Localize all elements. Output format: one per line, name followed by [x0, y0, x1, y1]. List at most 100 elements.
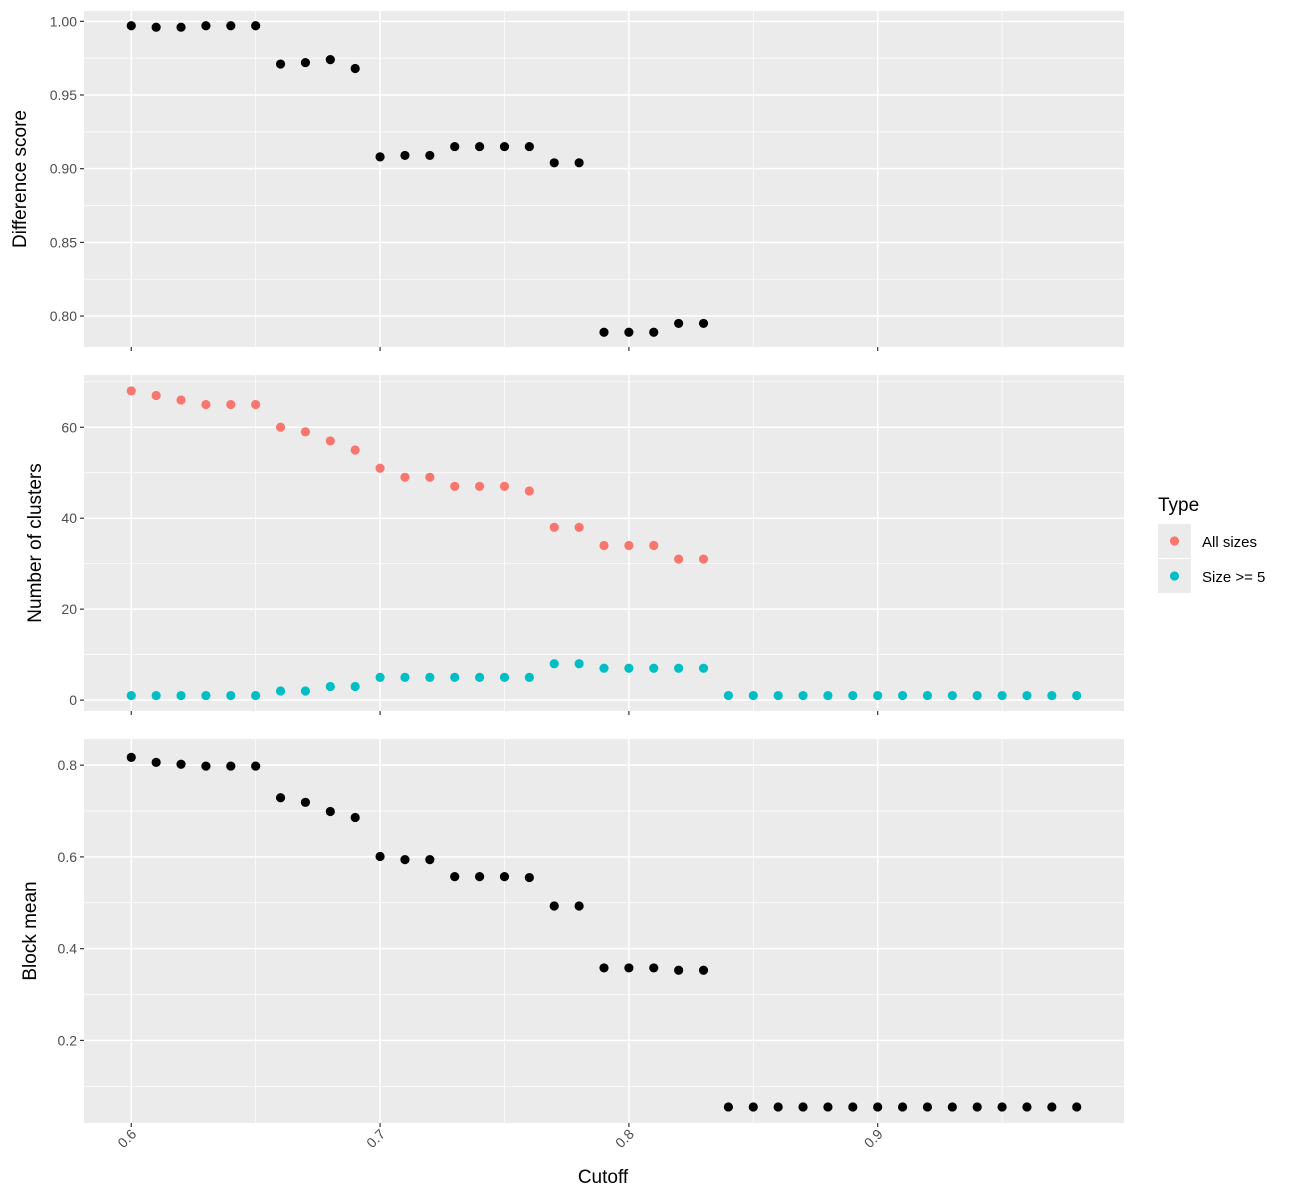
data-point [151, 757, 161, 767]
data-point [176, 690, 186, 701]
data-point [226, 399, 236, 410]
y-tick-label: 0.2 [58, 1032, 78, 1048]
x-axis-title: Cutoff [578, 1167, 629, 1188]
data-point [325, 681, 335, 692]
data-point [947, 690, 957, 701]
data-point [474, 141, 485, 152]
data-point [226, 761, 236, 771]
data-point [599, 540, 609, 551]
data-point [549, 901, 559, 911]
y-axis-title-block-mean: Block mean [20, 881, 41, 980]
data-point [897, 690, 908, 701]
data-point [848, 690, 858, 701]
data-point [474, 481, 485, 491]
data-point [698, 663, 709, 673]
data-point [873, 690, 883, 701]
series-number-of-clusters-all-sizes [126, 386, 709, 564]
data-point [599, 327, 609, 337]
data-point [151, 690, 161, 701]
data-point [151, 390, 161, 401]
data-point [375, 152, 385, 162]
data-point [823, 1102, 833, 1112]
data-point [450, 141, 460, 152]
data-point [698, 554, 709, 564]
series-block-mean [126, 752, 1082, 1112]
data-point [325, 55, 335, 65]
data-point [524, 486, 534, 496]
data-point [798, 690, 808, 701]
data-point [375, 463, 385, 473]
panel-difference-score: 0.80 0.85 0.90 0.95 1.00 Difference score [10, 11, 1124, 351]
data-point [375, 851, 385, 862]
data-point [400, 150, 410, 161]
data-point [823, 690, 833, 701]
data-point [251, 690, 261, 701]
data-point [126, 690, 136, 701]
y-tick-label: 0.6 [58, 849, 78, 865]
data-point [126, 386, 136, 396]
data-point [400, 855, 410, 865]
data-point [997, 1102, 1007, 1112]
x-tick-label: 0.9 [861, 1126, 886, 1151]
data-point [574, 659, 584, 669]
data-point [698, 965, 709, 975]
data-point [1072, 690, 1082, 701]
data-point [1047, 690, 1057, 701]
data-point [574, 158, 584, 168]
data-point [698, 318, 709, 329]
legend-title: Type [1158, 495, 1199, 516]
data-point [873, 1102, 883, 1112]
data-point [972, 1102, 982, 1112]
data-point [947, 1102, 957, 1112]
data-point [649, 663, 659, 673]
data-point [251, 21, 261, 31]
panel-background-block-mean [84, 739, 1124, 1123]
data-point [300, 797, 311, 807]
data-point [649, 540, 659, 551]
data-point [922, 1102, 933, 1112]
y-tick-label: 40 [61, 510, 77, 526]
legend-label-size-5: Size >= 5 [1202, 569, 1265, 586]
data-point [674, 554, 684, 564]
data-point [1072, 1102, 1082, 1112]
data-point [176, 22, 186, 32]
y-tick-label: 0 [69, 692, 77, 708]
data-point [773, 1102, 783, 1112]
data-point [275, 422, 286, 432]
data-point [848, 1102, 858, 1112]
x-tick-label: 0.6 [114, 1126, 139, 1151]
y-tick-label: 0.8 [58, 757, 78, 773]
data-point [674, 965, 684, 975]
data-point [499, 141, 510, 152]
series-difference-score [126, 21, 709, 337]
data-point [574, 522, 584, 532]
data-point [425, 672, 435, 682]
data-point [251, 761, 261, 771]
data-point [574, 901, 584, 911]
data-point [549, 522, 559, 532]
data-point [450, 872, 460, 882]
panels-layer: 0.80 0.85 0.90 0.95 1.00 Difference score 0 20 4… [10, 11, 1124, 1151]
legend-label-all-sizes: All sizes [1202, 534, 1257, 551]
data-point [126, 21, 136, 31]
y-tick-label: 0.85 [50, 234, 77, 250]
data-point [425, 150, 435, 161]
data-point [524, 141, 534, 152]
data-point [425, 855, 435, 865]
data-point [624, 327, 634, 337]
data-point [201, 399, 211, 410]
data-point [723, 690, 734, 701]
data-point [524, 872, 534, 883]
panel-number-of-clusters: 0 20 40 60 Number of clusters [25, 375, 1124, 715]
data-point [474, 872, 485, 882]
data-point [300, 427, 311, 437]
data-point [450, 672, 460, 682]
legend-key-size-5 [1169, 571, 1180, 581]
legend: Type All sizes Size >= 5 [1158, 495, 1265, 593]
data-point [723, 1102, 734, 1112]
data-point [400, 472, 410, 482]
data-point [425, 472, 435, 482]
data-point [624, 540, 634, 551]
data-point [624, 963, 634, 973]
data-point [599, 963, 609, 973]
